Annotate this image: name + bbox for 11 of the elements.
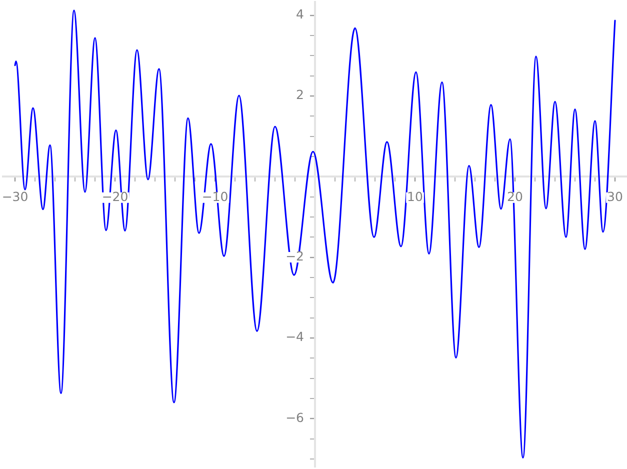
y-tick-label: 2 <box>296 87 304 102</box>
x-tick-label: 30 <box>607 188 623 204</box>
y-tick-label: −2 <box>286 248 304 264</box>
y-tick-label: −4 <box>286 329 304 344</box>
y-tick-label: −6 <box>286 410 304 425</box>
x-tick-label: 10 <box>407 188 423 204</box>
x-tick-label: −20 <box>102 188 128 204</box>
x-tick-label: −10 <box>202 188 228 204</box>
y-tick-label: 4 <box>296 6 304 22</box>
x-tick-label: 20 <box>507 188 523 204</box>
x-tick-label: −30 <box>2 188 28 204</box>
